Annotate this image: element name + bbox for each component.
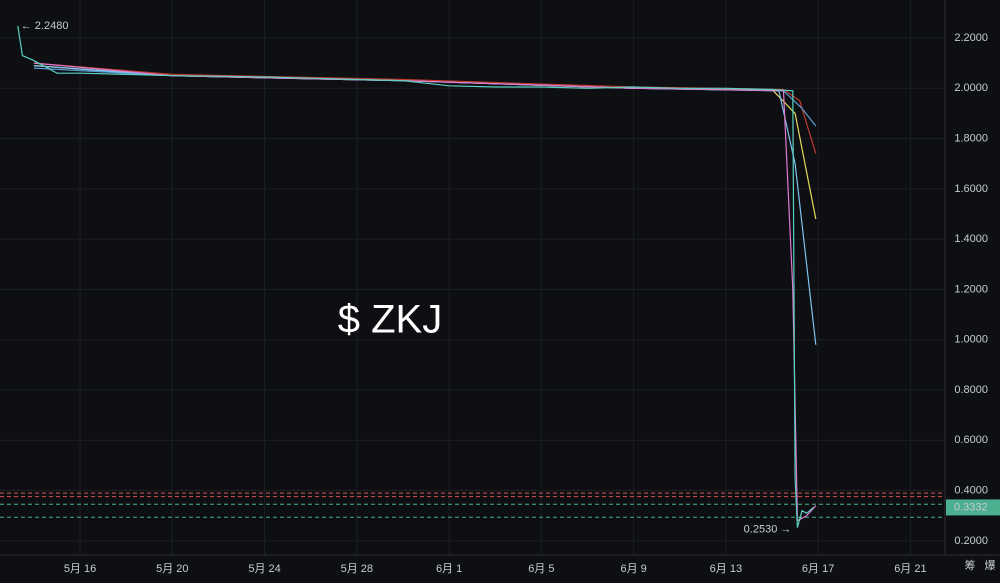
y-tick-label: 2.2000 xyxy=(954,32,988,44)
x-tick-label: 6月 21 xyxy=(894,563,926,575)
x-tick-label: 6月 1 xyxy=(436,563,462,575)
high-marker: ← 2.2480 xyxy=(21,20,69,32)
y-tick-label: 1.2000 xyxy=(954,283,988,295)
y-tick-label: 0.6000 xyxy=(954,434,988,446)
y-tick-label: 1.6000 xyxy=(954,183,988,195)
low-marker: 0.2530 → xyxy=(744,523,792,535)
last-price-label: 0.3332 xyxy=(954,501,988,513)
y-tick-label: 0.2000 xyxy=(954,535,988,547)
y-tick-label: 1.4000 xyxy=(954,233,988,245)
x-tick-label: 6月 13 xyxy=(710,563,742,575)
toolbar-button[interactable]: 筹 xyxy=(965,558,976,572)
y-tick-label: 0.4000 xyxy=(954,485,988,497)
x-tick-label: 6月 9 xyxy=(620,563,646,575)
x-tick-label: 5月 20 xyxy=(156,563,188,575)
watermark: $ ZKJ xyxy=(338,298,442,342)
x-tick-label: 5月 16 xyxy=(64,563,96,575)
y-tick-label: 2.0000 xyxy=(954,82,988,94)
x-tick-label: 5月 28 xyxy=(341,563,373,575)
toolbar-button[interactable]: 爆 xyxy=(985,558,996,572)
y-tick-label: 1.0000 xyxy=(954,334,988,346)
y-tick-label: 1.8000 xyxy=(954,132,988,144)
x-tick-label: 6月 17 xyxy=(802,563,834,575)
last-price-tag xyxy=(946,499,1000,516)
x-tick-label: 5月 24 xyxy=(248,563,280,575)
price-line xyxy=(17,25,814,528)
y-tick-label: 0.8000 xyxy=(954,384,988,396)
x-tick-label: 6月 5 xyxy=(528,563,554,575)
